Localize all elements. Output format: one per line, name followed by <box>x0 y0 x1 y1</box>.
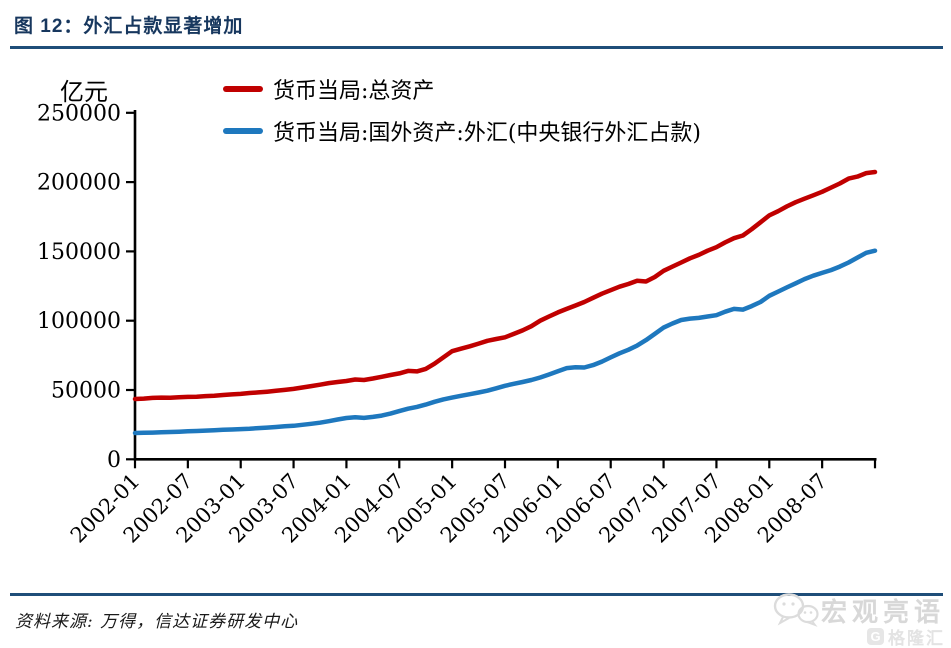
legend-label-total-assets: 货币当局:总资产 <box>273 79 435 104</box>
wechat-icon <box>773 593 819 627</box>
watermark-brand-text: 宏观亮语 <box>820 596 945 627</box>
y-tick-label: 0 <box>107 448 121 473</box>
y-axis-unit-label: 亿元 <box>60 78 108 106</box>
legend-swatch-blue <box>223 128 263 134</box>
watermark-brand-row: 宏观亮语 <box>771 593 945 627</box>
legend-label-fx-holdings: 货币当局:国外资产:外汇(中央银行外汇占款) <box>273 121 701 146</box>
watermark: 宏观亮语 G 格隆汇 <box>771 593 945 648</box>
bottom-divider <box>10 593 943 596</box>
legend-swatch-red <box>223 86 263 92</box>
series-line-1 <box>132 248 878 436</box>
y-tick-label: 250000 <box>37 101 121 126</box>
y-tick-label: 50000 <box>51 379 121 404</box>
top-divider <box>10 46 943 49</box>
series-line-0 <box>132 169 878 402</box>
legend-item-fx-holdings: 货币当局:国外资产:外汇(中央银行外汇占款) <box>223 110 701 152</box>
legend-item-total-assets: 货币当局:总资产 <box>223 68 701 110</box>
gelonghui-logo-text: 格隆汇 <box>888 629 945 648</box>
gelonghui-logo-icon: G <box>867 628 884 645</box>
axes <box>133 110 877 461</box>
y-tick-label: 150000 <box>37 240 121 265</box>
chart-legend: 货币当局:总资产 货币当局:国外资产:外汇(中央银行外汇占款) <box>223 68 701 152</box>
source-note: 资料来源: 万得，信达证券研发中心 <box>15 612 299 632</box>
y-tick-label: 100000 <box>37 309 121 334</box>
watermark-logo-row: G 格隆汇 <box>771 624 945 648</box>
y-tick-label: 200000 <box>37 171 121 196</box>
figure-title: 图 12：外汇占款显著增加 <box>14 16 244 37</box>
